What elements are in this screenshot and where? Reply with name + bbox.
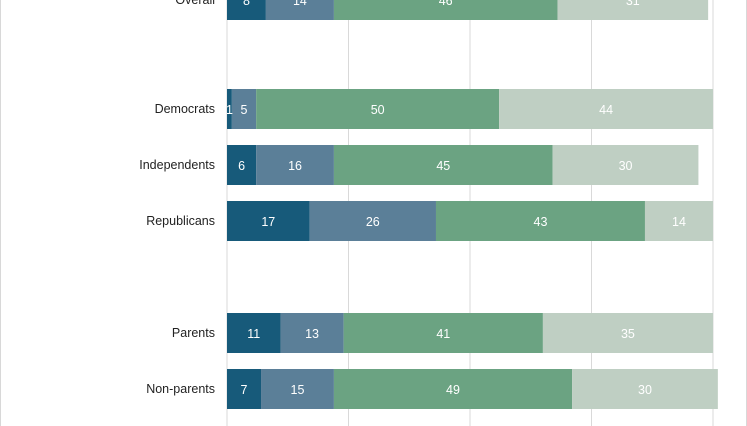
data-label-democrats-0: 1 — [226, 103, 233, 117]
data-label-independents-2: 45 — [436, 159, 450, 173]
bar-segment-overall-3 — [557, 0, 709, 20]
data-label-parents-0: 11 — [247, 327, 260, 341]
data-label-non-parents-3: 30 — [638, 383, 652, 397]
data-label-parents-1: 13 — [305, 327, 319, 341]
data-label-democrats-1: 5 — [241, 103, 248, 117]
bar-segment-democrats-3 — [499, 89, 713, 129]
row-label-democrats: Democrats — [155, 102, 215, 116]
data-label-overall-1: 14 — [293, 0, 307, 8]
data-label-overall-0: 8 — [243, 0, 250, 8]
bar-segment-parents-3 — [542, 313, 713, 353]
data-label-democrats-3: 44 — [599, 103, 613, 117]
data-label-overall-3: 31 — [626, 0, 640, 8]
data-label-non-parents-2: 49 — [446, 383, 460, 397]
data-label-overall-2: 46 — [439, 0, 453, 8]
bar-segment-non-parents-3 — [572, 369, 718, 409]
bar-segment-overall-1 — [265, 0, 334, 20]
bar-segment-republicans-3 — [644, 201, 713, 241]
data-label-republicans-2: 43 — [534, 215, 548, 229]
data-label-independents-1: 16 — [288, 159, 302, 173]
row-label-parents: Parents — [172, 326, 215, 340]
bar-segment-parents-0 — [227, 313, 281, 353]
data-label-parents-2: 41 — [436, 327, 450, 341]
bar-segment-overall-0 — [227, 0, 266, 20]
data-label-non-parents-0: 7 — [241, 383, 248, 397]
bar-segment-parents-2 — [343, 313, 543, 353]
bar-segment-republicans-1 — [309, 201, 436, 241]
data-label-independents-0: 6 — [238, 159, 245, 173]
data-label-democrats-2: 50 — [371, 103, 385, 117]
labels-layer: Overall 8 14 46 31 Democrats 1 5 50 44 Independent… — [139, 0, 686, 397]
row-label-non-parents: Non-parents — [146, 382, 215, 396]
bar-segment-republicans-2 — [435, 201, 645, 241]
bar-segment-non-parents-0 — [227, 369, 262, 409]
bar-segment-independents-1 — [256, 145, 334, 185]
bar-segment-independents-3 — [552, 145, 699, 185]
bar-segment-independents-0 — [227, 145, 257, 185]
bar-segment-republicans-0 — [227, 201, 310, 241]
bar-segment-overall-2 — [333, 0, 558, 20]
data-label-republicans-0: 17 — [261, 215, 275, 229]
bar-segment-democrats-0 — [227, 89, 232, 129]
bar-segment-democrats-1 — [231, 89, 257, 129]
row-label-independents: Independents — [139, 158, 215, 172]
bars-layer — [227, 0, 718, 409]
bar-segment-non-parents-2 — [333, 369, 573, 409]
bar-segment-parents-1 — [280, 313, 344, 353]
data-label-republicans-3: 14 — [672, 215, 686, 229]
bar-segment-democrats-2 — [256, 89, 500, 129]
bar-segment-non-parents-1 — [261, 369, 334, 409]
bar-segment-independents-2 — [333, 145, 553, 185]
data-label-non-parents-1: 15 — [291, 383, 305, 397]
row-label-overall: Overall — [175, 0, 215, 7]
data-label-independents-3: 30 — [619, 159, 633, 173]
row-label-republicans: Republicans — [146, 214, 215, 228]
data-label-republicans-1: 26 — [366, 215, 380, 229]
data-label-parents-3: 35 — [621, 327, 635, 341]
